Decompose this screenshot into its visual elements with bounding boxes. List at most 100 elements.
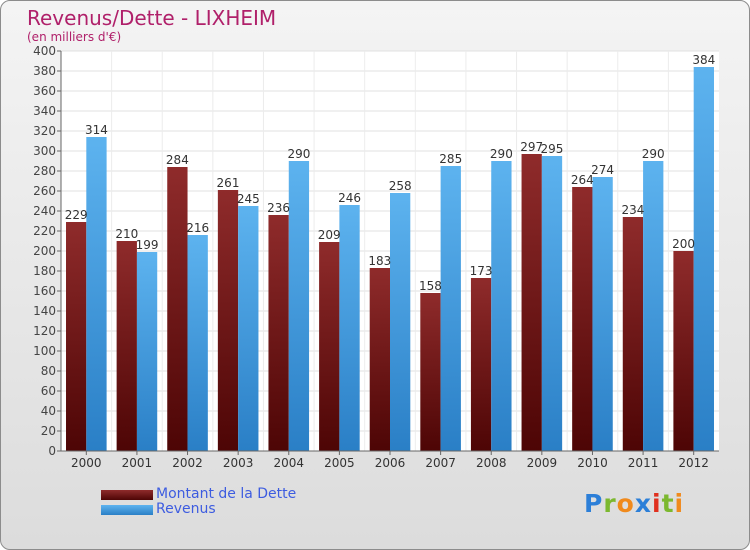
x-tick-label: 2004 <box>273 456 304 470</box>
x-tick-label: 2003 <box>223 456 254 470</box>
y-tick-label: 120 <box>33 324 56 338</box>
bar-dette <box>420 293 441 451</box>
y-tick-label: 380 <box>33 64 56 78</box>
bar-revenus <box>136 252 158 451</box>
bar-revenus <box>238 206 259 451</box>
bar-revenus <box>187 235 208 451</box>
y-tick-label: 220 <box>33 224 56 238</box>
data-label-dette: 264 <box>571 173 594 187</box>
x-tick-label: 2008 <box>476 456 507 470</box>
bar-revenus <box>86 137 107 451</box>
y-tick-label: 340 <box>33 104 56 118</box>
data-label-dette: 284 <box>166 153 189 167</box>
data-label-revenus: 245 <box>237 192 260 206</box>
data-label-revenus: 290 <box>287 147 310 161</box>
y-tick-label: 40 <box>41 404 56 418</box>
bar-dette <box>319 242 340 451</box>
data-label-dette: 173 <box>470 264 493 278</box>
logo-letter: P <box>584 489 604 518</box>
y-tick-label: 140 <box>33 304 56 318</box>
data-label-dette: 183 <box>368 254 391 268</box>
bar-dette <box>268 215 289 451</box>
logo-letter: o <box>616 489 635 518</box>
data-label-revenus: 274 <box>591 163 614 177</box>
y-tick-label: 20 <box>41 424 56 438</box>
data-label-dette: 297 <box>520 140 543 154</box>
bar-revenus <box>643 161 664 451</box>
logo-letter: x <box>634 489 652 518</box>
bar-dette <box>470 278 492 451</box>
bar-dette <box>673 251 694 451</box>
x-tick-label: 2000 <box>71 456 102 470</box>
chart-title: Revenus/Dette - LIXHEIM <box>27 6 277 30</box>
x-tick-label: 2007 <box>425 456 456 470</box>
bar-revenus <box>592 177 613 451</box>
data-label-dette: 229 <box>65 208 88 222</box>
bar-dette <box>116 241 137 451</box>
y-tick-label: 160 <box>33 284 56 298</box>
legend-swatch-debt <box>101 490 153 500</box>
proxiti-logo: Proxiti <box>584 489 684 518</box>
data-label-dette: 234 <box>621 203 644 217</box>
x-tick-label: 2006 <box>375 456 406 470</box>
x-tick-label: 2005 <box>324 456 355 470</box>
bar-revenus <box>339 205 360 451</box>
legend-label-debt: Montant de la Dette <box>156 486 297 502</box>
y-tick-label: 280 <box>33 164 56 178</box>
data-label-dette: 200 <box>672 237 695 251</box>
data-label-dette: 236 <box>267 201 290 215</box>
bar-dette <box>217 190 239 451</box>
y-tick-label: 180 <box>33 264 56 278</box>
y-tick-label: 260 <box>33 184 56 198</box>
logo-letter: i <box>674 489 685 518</box>
data-label-revenus: 285 <box>439 152 462 166</box>
bar-revenus <box>693 67 714 451</box>
y-tick-label: 300 <box>33 144 56 158</box>
y-tick-label: 100 <box>33 344 56 358</box>
x-tick-label: 2011 <box>628 456 659 470</box>
data-label-dette: 210 <box>115 227 138 241</box>
data-label-dette: 158 <box>419 279 442 293</box>
y-tick-label: 80 <box>41 364 56 378</box>
data-label-revenus: 314 <box>85 123 108 137</box>
data-label-revenus: 295 <box>541 142 564 156</box>
data-label-revenus: 290 <box>642 147 665 161</box>
y-tick-label: 60 <box>41 384 56 398</box>
bar-dette <box>572 187 593 451</box>
x-tick-label: 2010 <box>577 456 608 470</box>
legend-swatch-revenus <box>101 505 153 515</box>
data-label-revenus: 216 <box>186 221 209 235</box>
logo-letter: t <box>661 489 675 518</box>
bar-revenus <box>440 166 461 451</box>
y-tick-label: 0 <box>48 444 56 458</box>
data-label-dette: 209 <box>318 228 341 242</box>
bar-dette <box>66 222 87 451</box>
bar-dette <box>521 154 542 451</box>
legend-label-revenus: Revenus <box>156 501 216 517</box>
data-label-revenus: 199 <box>136 238 159 252</box>
logo-letter: r <box>603 489 617 518</box>
x-tick-label: 2001 <box>122 456 153 470</box>
y-tick-label: 240 <box>33 204 56 218</box>
x-tick-label: 2002 <box>172 456 203 470</box>
bar-revenus <box>491 161 512 451</box>
bar-revenus <box>541 156 563 451</box>
data-label-revenus: 384 <box>692 53 715 67</box>
data-label-revenus: 258 <box>389 179 412 193</box>
y-tick-label: 320 <box>33 124 56 138</box>
chart-subtitle: (en milliers d'€) <box>27 30 122 44</box>
bar-dette <box>167 167 188 451</box>
bar-revenus <box>288 161 310 451</box>
data-label-revenus: 290 <box>490 147 513 161</box>
y-tick-label: 200 <box>33 244 56 258</box>
logo-letter: i <box>652 489 662 518</box>
y-tick-label: 400 <box>33 44 56 58</box>
bar-dette <box>369 268 390 451</box>
x-tick-label: 2012 <box>678 456 709 470</box>
data-label-revenus: 246 <box>338 191 361 205</box>
bar-dette <box>622 217 644 451</box>
data-label-dette: 261 <box>217 176 240 190</box>
bar-revenus <box>390 193 411 451</box>
